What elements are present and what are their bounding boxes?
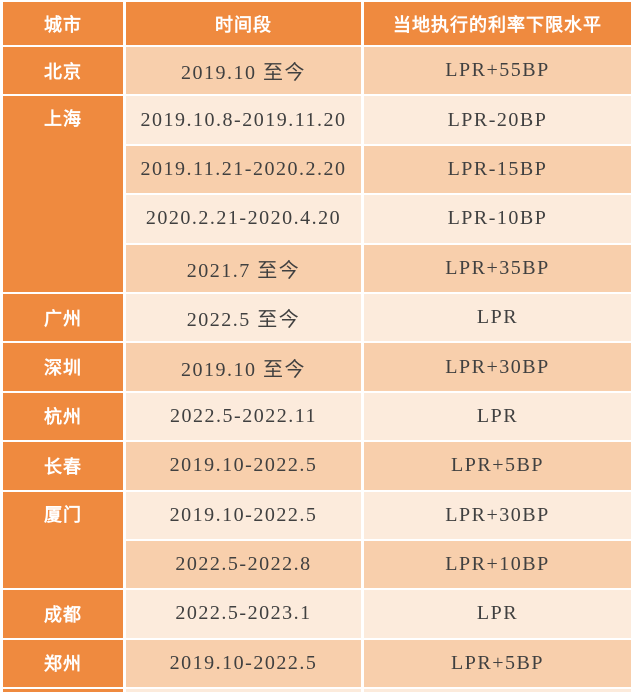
city-cell: 长春 <box>3 442 123 490</box>
period-cell: 2022.5-2022.11 <box>126 392 361 441</box>
period-cell: 2019.10 至今 <box>126 343 361 391</box>
partial-city-cell <box>3 689 123 693</box>
period-cell: 2020.2.21-2020.4.20 <box>126 195 361 243</box>
rate-cell: LPR-10BP <box>364 195 631 243</box>
period-cell: 2019.10 至今 <box>126 47 361 95</box>
header-rate-floor: 当地执行的利率下限水平 <box>364 2 631 45</box>
rate-cell: LPR+30BP <box>364 491 631 539</box>
period-cell: 2019.10-2022.5 <box>126 442 361 490</box>
table-body: 北京 2019.10 至今 LPR+55BP 上海 2019.10.8-2019.11.… <box>3 47 631 693</box>
rate-cell: LPR+5BP <box>364 442 631 490</box>
period-cell: 2021.7 至今 <box>126 244 361 292</box>
rate-cell: LPR+55BP <box>364 47 631 95</box>
city-cell: 成都 <box>3 590 123 638</box>
header-city: 城市 <box>3 2 123 45</box>
rate-cell: LPR+10BP <box>364 540 631 589</box>
table-row: 成都 2022.5-2023.1 LPR <box>3 590 631 638</box>
city-cell: 杭州 <box>3 392 123 441</box>
rate-cell: LPR <box>364 392 631 441</box>
table-header-row: 城市 时间段 当地执行的利率下限水平 <box>3 2 631 45</box>
city-cell: 北京 <box>3 47 123 95</box>
city-cell: 郑州 <box>3 639 123 688</box>
table-row: 2019.11.21-2020.2.20 LPR-15BP <box>3 145 631 194</box>
table-row: 长春 2019.10-2022.5 LPR+5BP <box>3 442 631 490</box>
rate-cell: LPR+30BP <box>364 343 631 391</box>
period-cell: 2019.10-2022.5 <box>126 639 361 688</box>
period-cell: 2019.11.21-2020.2.20 <box>126 145 361 194</box>
rate-cell: LPR+5BP <box>364 639 631 688</box>
period-cell: 2022.5 至今 <box>126 293 361 342</box>
rate-cell: LPR-20BP <box>364 96 631 144</box>
partial-cropped-row <box>3 689 631 693</box>
city-cell: 深圳 <box>3 343 123 391</box>
partial-band-cell <box>364 689 631 693</box>
period-cell: 2022.5-2023.1 <box>126 590 361 638</box>
city-cell: 厦门 <box>3 491 123 589</box>
rate-cell: LPR <box>364 293 631 342</box>
table-row: 北京 2019.10 至今 LPR+55BP <box>3 47 631 95</box>
table-row: 广州 2022.5 至今 LPR <box>3 293 631 342</box>
city-cell: 广州 <box>3 293 123 342</box>
table-row: 2022.5-2022.8 LPR+10BP <box>3 540 631 589</box>
table-row: 2020.2.21-2020.4.20 LPR-10BP <box>3 195 631 243</box>
city-cell: 上海 <box>3 96 123 292</box>
table-row: 2021.7 至今 LPR+35BP <box>3 244 631 292</box>
table-row: 上海 2019.10.8-2019.11.20 LPR-20BP <box>3 96 631 292</box>
rate-cell: LPR <box>364 590 631 638</box>
period-cell: 2019.10.8-2019.11.20 <box>126 96 361 144</box>
period-cell: 2022.5-2022.8 <box>126 540 361 589</box>
header-period: 时间段 <box>126 2 361 45</box>
table-row: 郑州 2019.10-2022.5 LPR+5BP <box>3 639 631 688</box>
table-row: 深圳 2019.10 至今 LPR+30BP <box>3 343 631 391</box>
period-cell: 2019.10-2022.5 <box>126 491 361 539</box>
rate-cell: LPR-15BP <box>364 145 631 194</box>
partial-band-cell <box>126 689 361 693</box>
rate-cell: LPR+35BP <box>364 244 631 292</box>
table-row: 杭州 2022.5-2022.11 LPR <box>3 392 631 441</box>
table-row: 厦门 2019.10-2022.5 LPR+30BP <box>3 491 631 589</box>
